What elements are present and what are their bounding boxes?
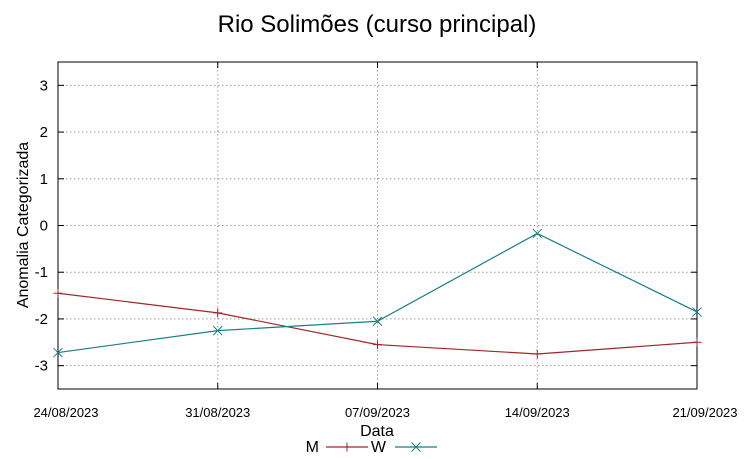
data-point-W [372,316,383,327]
data-point-M [692,337,702,347]
x-tick-label: 14/09/2023 [505,405,570,420]
x-tick-label: 31/08/2023 [185,405,250,420]
y-tick-label: 0 [40,218,48,235]
x-tick-label: 21/09/2023 [672,405,737,420]
data-point-M [53,288,63,298]
x-axis-ticks: 24/08/2023 31/08/2023 07/09/2023 14/09/2023… [33,62,738,420]
chart-title: Rio Solimões (curso principal) [218,11,537,38]
data-point-W [212,325,223,336]
y-tick-label: -2 [35,311,48,328]
legend-marker-W [411,442,421,452]
data-point-M [532,349,542,359]
x-tick-label: 24/08/2023 [33,405,98,420]
plot-frame [57,61,698,390]
data-point-W [532,228,543,239]
legend-label-W: W [371,439,387,456]
series-M [53,288,702,359]
y-tick-label: -3 [35,358,48,375]
y-tick-label: -1 [35,264,48,281]
y-axis-ticks: 3 2 1 0 -1 -2 -3 [35,77,697,375]
data-point-M [213,308,223,318]
y-axis-label: Anomalia Categorizada [15,142,32,308]
data-point-W [692,307,702,317]
y-tick-label: 3 [40,77,48,94]
series-W [53,228,702,358]
grid-lines [58,62,697,389]
legend-marker-M [342,442,352,452]
y-tick-label: 2 [40,124,48,141]
data-point-M [373,340,382,350]
data-point-W [53,347,63,358]
series-layer [53,228,702,359]
legend-label-M: M [306,439,319,456]
x-axis-label: Data [360,423,394,440]
y-tick-label: 1 [40,171,48,188]
x-tick-label: 07/09/2023 [345,405,410,420]
